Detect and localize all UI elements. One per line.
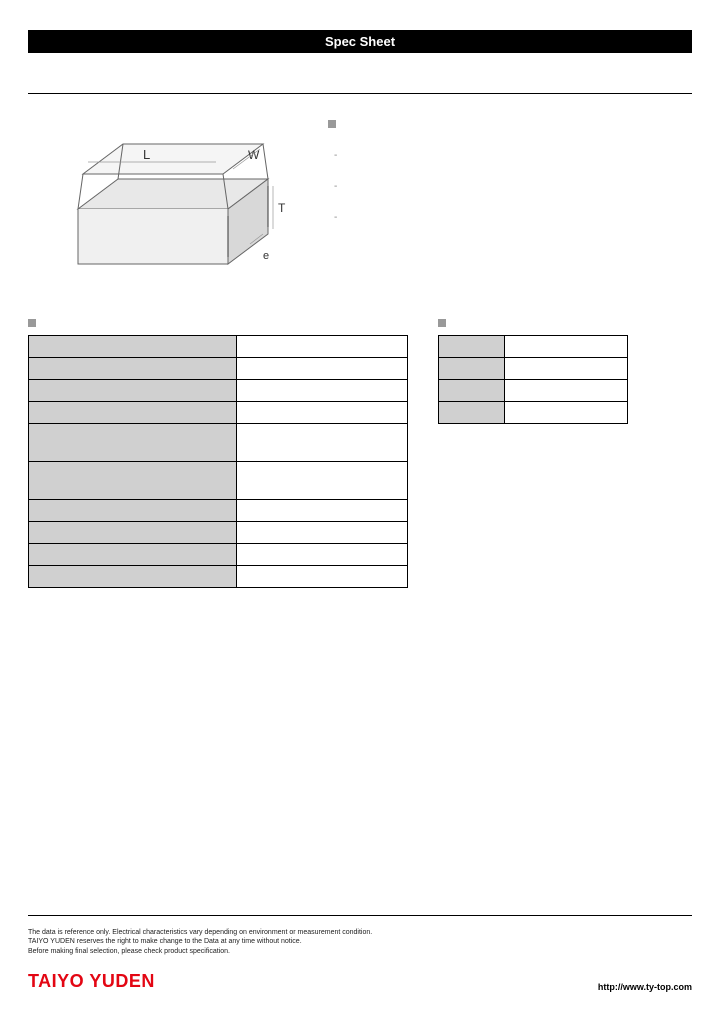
header-title: Spec Sheet bbox=[325, 34, 395, 49]
footer-line: The data is reference only. Electrical c… bbox=[28, 928, 692, 938]
square-bullet-icon bbox=[438, 319, 446, 327]
table-row bbox=[439, 380, 628, 402]
brand-logo: TAIYO YUDEN bbox=[28, 971, 155, 992]
footer-disclaimer: The data is reference only. Electrical c… bbox=[28, 928, 692, 957]
content-row: L W T e - - - bbox=[28, 114, 692, 289]
dim-table-label bbox=[438, 314, 628, 332]
square-bullet-icon bbox=[28, 319, 36, 327]
info-heading bbox=[328, 119, 692, 130]
dim-table-wrap bbox=[438, 314, 628, 588]
table-row bbox=[439, 402, 628, 424]
info-line: - bbox=[328, 181, 692, 192]
info-line: - bbox=[328, 150, 692, 161]
table-row bbox=[439, 336, 628, 358]
spec-table bbox=[28, 335, 408, 588]
footer-line: TAIYO YUDEN reserves the right to make c… bbox=[28, 937, 692, 947]
table-row bbox=[29, 358, 408, 380]
table-row bbox=[29, 380, 408, 402]
table-row bbox=[29, 522, 408, 544]
divider bbox=[28, 93, 692, 94]
label-l: L bbox=[143, 147, 150, 162]
table-row bbox=[439, 358, 628, 380]
spec-table-label bbox=[28, 314, 408, 332]
label-t: T bbox=[278, 201, 286, 215]
footer-divider bbox=[28, 915, 692, 916]
dim-table bbox=[438, 335, 628, 424]
spacer bbox=[28, 53, 692, 93]
chip-svg: L W T e bbox=[28, 114, 308, 284]
page: Spec Sheet L W T bbox=[0, 0, 720, 1012]
table-row bbox=[29, 462, 408, 500]
tables-row bbox=[28, 314, 692, 588]
table-row bbox=[29, 500, 408, 522]
square-bullet-icon bbox=[328, 120, 336, 128]
table-row bbox=[29, 402, 408, 424]
footer: The data is reference only. Electrical c… bbox=[28, 915, 692, 992]
component-diagram: L W T e bbox=[28, 114, 308, 289]
spec-table-wrap bbox=[28, 314, 408, 588]
header-bar: Spec Sheet bbox=[28, 30, 692, 53]
footer-line: Before making final selection, please ch… bbox=[28, 947, 692, 957]
info-line: - bbox=[328, 212, 692, 223]
label-e: e bbox=[263, 250, 269, 262]
table-row bbox=[29, 544, 408, 566]
info-block: - - - bbox=[328, 114, 692, 289]
table-row bbox=[29, 424, 408, 462]
table-row bbox=[29, 336, 408, 358]
footer-brand-row: TAIYO YUDEN http://www.ty-top.com bbox=[28, 971, 692, 992]
table-row bbox=[29, 566, 408, 588]
footer-url: http://www.ty-top.com bbox=[598, 982, 692, 992]
